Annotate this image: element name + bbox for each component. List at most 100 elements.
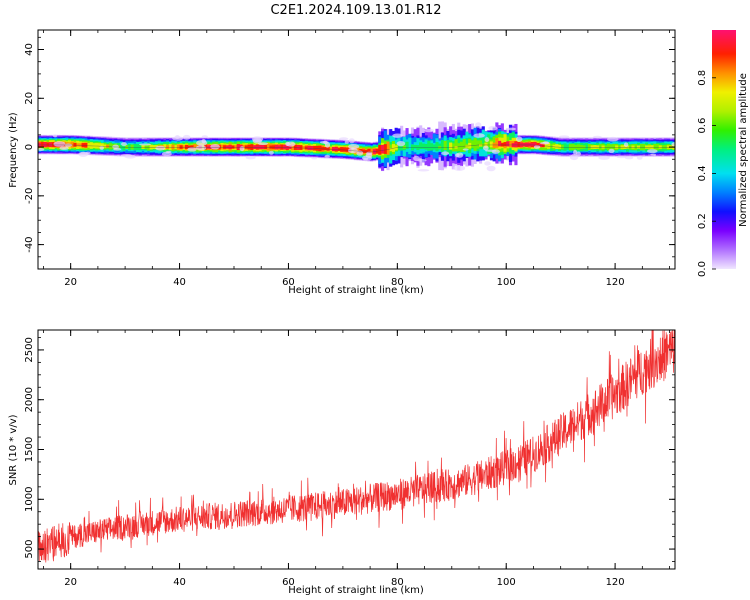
heatmap-cell: [449, 142, 453, 150]
heatmap-cell: [419, 142, 423, 149]
heatmap-cell: [285, 144, 289, 150]
heatmap-halo: [569, 154, 579, 161]
heatmap-cell: [127, 143, 131, 151]
heatmap-halo: [608, 148, 615, 154]
heatmap-cell: [261, 144, 265, 150]
heatmap-halo: [239, 146, 245, 152]
heatmap-halo: [488, 125, 498, 131]
heatmap-halo: [453, 165, 466, 171]
heatmap-cell: [481, 137, 485, 150]
colorbar-label: Normalized spectral amplitude: [738, 73, 749, 227]
y-tick-label: -40: [24, 236, 35, 252]
heatmap-halo: [486, 165, 496, 172]
heatmap-cell: [541, 143, 545, 148]
heatmap-halo: [113, 147, 122, 151]
snr-panel: 20 40 60 80 100 120 500 1000 1500 2000 2500 Heigh…: [8, 329, 676, 596]
heatmap-cell: [563, 143, 567, 151]
heatmap-cell: [231, 145, 235, 149]
heatmap-cell: [413, 144, 417, 149]
heatmap-cell: [307, 145, 311, 151]
y-tick-label: 1500: [24, 437, 35, 462]
heatmap-halo: [462, 148, 469, 151]
heatmap-cell: [435, 142, 439, 152]
heatmap-halo: [623, 142, 629, 147]
heatmap-cell: [269, 145, 273, 149]
y-tick-label: 500: [24, 540, 35, 559]
heatmap-cell: [323, 147, 327, 151]
heatmap-cell: [623, 145, 627, 150]
heatmap-cell: [326, 146, 330, 151]
heatmap-cell: [590, 145, 594, 149]
heatmap-cell: [642, 143, 646, 151]
snr-y-axis-label: SNR (10 * v/v): [8, 414, 19, 485]
heatmap-cell: [356, 147, 360, 154]
y-tick-label: 40: [24, 43, 35, 56]
heatmap-cell: [274, 144, 278, 150]
heatmap-cell: [168, 143, 172, 151]
heatmap-cell: [457, 143, 461, 151]
heatmap-cell: [206, 145, 210, 149]
heatmap-halo: [671, 142, 675, 147]
heatmap-cell: [533, 142, 537, 147]
heatmap-cell: [658, 145, 662, 149]
heatmap-cell: [299, 145, 303, 150]
heatmap-cell: [631, 145, 635, 149]
heatmap-cell: [119, 144, 123, 149]
heatmap-halo: [99, 145, 104, 150]
y-tick-label: 2500: [24, 337, 35, 362]
heatmap-cell: [634, 143, 638, 151]
heatmap-cell: [258, 144, 262, 150]
heatmap-halo: [392, 133, 403, 138]
heatmap-cell: [661, 145, 665, 150]
spectrogram-panel: 20 40 60 80 100 120 -40 -20 0 20 40 Height of str…: [8, 29, 676, 296]
heatmap-halo: [558, 135, 570, 138]
heatmap-cell: [165, 145, 170, 149]
heatmap-cell: [544, 143, 548, 148]
heatmap-cell: [176, 144, 180, 150]
heatmap-cell: [596, 145, 600, 149]
heatmap-cell: [288, 144, 292, 150]
heatmap-cell: [223, 145, 227, 149]
heatmap-cell: [315, 145, 319, 151]
heatmap-cell: [138, 143, 142, 151]
heatmap-cell: [125, 145, 129, 149]
heatmap-cell: [332, 146, 336, 152]
heatmap-cell: [470, 140, 474, 148]
heatmap-cell: [78, 143, 82, 147]
heatmap-cell: [508, 140, 513, 148]
heatmap-cell: [225, 145, 229, 149]
heatmap-cell: [405, 141, 409, 150]
heatmap-cell: [598, 143, 602, 151]
heatmap-cell: [555, 144, 559, 150]
heatmap-cell: [250, 144, 254, 150]
heatmap-cell: [236, 144, 240, 150]
heatmap-cell: [70, 141, 74, 148]
heatmap-cell: [152, 145, 156, 149]
heatmap-cell: [549, 143, 553, 149]
heatmap-cell: [538, 143, 543, 147]
heatmap-cell: [272, 145, 276, 149]
heatmap-cell: [506, 141, 510, 147]
heatmap-cell: [432, 144, 436, 150]
heatmap-halo: [245, 156, 256, 160]
colorbar-tick-label: 0.8: [697, 70, 708, 86]
heatmap-cell: [345, 147, 349, 152]
spectrogram-x-ticks: 20 40 60 80 100 120: [43, 30, 670, 288]
heatmap-cell: [601, 145, 605, 149]
heatmap-halo: [348, 138, 355, 144]
heatmap-cell: [182, 145, 186, 149]
heatmap-cell: [146, 143, 151, 151]
x-tick-label: 80: [391, 577, 404, 588]
heatmap-halo: [482, 145, 489, 151]
heatmap-cell: [566, 144, 570, 150]
colorbar-tick-label: 0.2: [697, 213, 708, 229]
heatmap-halo: [455, 153, 460, 158]
heatmap-cell: [73, 142, 77, 147]
colorbar-gradient: [712, 30, 736, 269]
heatmap-cell: [234, 145, 238, 149]
heatmap-halo: [636, 155, 643, 160]
heatmap-cell: [615, 145, 619, 149]
heatmap-cell: [255, 145, 259, 149]
heatmap-cell: [495, 138, 499, 148]
heatmap-halo: [484, 161, 491, 166]
